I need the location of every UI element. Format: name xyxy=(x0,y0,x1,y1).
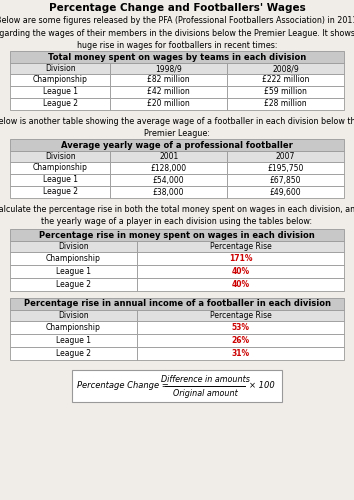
Bar xyxy=(10,321,137,334)
Bar xyxy=(10,74,110,86)
Text: £42 million: £42 million xyxy=(147,88,190,96)
Text: League 1: League 1 xyxy=(42,88,78,96)
Text: Championship: Championship xyxy=(46,254,101,263)
Bar xyxy=(10,241,137,252)
Bar xyxy=(10,278,137,291)
Text: Percentage rise in annual income of a footballer in each division: Percentage rise in annual income of a fo… xyxy=(23,300,331,308)
Text: Total money spent on wages by teams in each division: Total money spent on wages by teams in e… xyxy=(48,52,306,62)
Text: £67,850: £67,850 xyxy=(270,176,301,184)
Text: Championship: Championship xyxy=(46,323,101,332)
Bar xyxy=(110,186,227,198)
Bar xyxy=(10,252,137,265)
Bar xyxy=(110,86,227,98)
Bar xyxy=(10,86,110,98)
Bar xyxy=(110,174,227,186)
Text: 2001: 2001 xyxy=(159,152,178,161)
Text: 40%: 40% xyxy=(232,280,250,289)
Text: League 2: League 2 xyxy=(56,349,91,358)
Bar xyxy=(227,74,344,86)
Bar xyxy=(137,321,344,334)
Text: Below are some figures released by the PFA (Professional Footballers Association: Below are some figures released by the P… xyxy=(0,16,354,50)
Bar xyxy=(227,174,344,186)
Text: League 1: League 1 xyxy=(42,176,78,184)
Bar xyxy=(137,252,344,265)
Bar xyxy=(10,186,110,198)
Text: £49,600: £49,600 xyxy=(270,188,301,196)
Text: £20 million: £20 million xyxy=(147,100,190,108)
Text: Division: Division xyxy=(45,64,75,73)
Bar xyxy=(10,151,110,162)
Bar xyxy=(10,298,344,310)
Bar xyxy=(110,151,227,162)
Text: £82 million: £82 million xyxy=(147,76,190,84)
Text: £222 million: £222 million xyxy=(262,76,309,84)
Text: Percentage Change =: Percentage Change = xyxy=(77,382,171,390)
Bar xyxy=(72,370,282,402)
Bar xyxy=(10,174,110,186)
Text: Below is another table showing the average wage of a footballer in each division: Below is another table showing the avera… xyxy=(0,117,354,138)
Bar xyxy=(227,162,344,174)
Text: 171%: 171% xyxy=(229,254,252,263)
Text: League 1: League 1 xyxy=(56,267,91,276)
Text: £59 million: £59 million xyxy=(264,88,307,96)
Bar xyxy=(137,334,344,347)
Text: League 2: League 2 xyxy=(56,280,91,289)
Text: Championship: Championship xyxy=(33,164,87,172)
Bar xyxy=(10,98,110,110)
Text: 31%: 31% xyxy=(232,349,250,358)
Text: Percentage Rise: Percentage Rise xyxy=(210,242,271,251)
Text: £28 million: £28 million xyxy=(264,100,307,108)
Text: 2007: 2007 xyxy=(276,152,295,161)
Text: 2008/9: 2008/9 xyxy=(272,64,299,73)
Text: × 100: × 100 xyxy=(249,382,275,390)
Text: £128,000: £128,000 xyxy=(150,164,187,172)
Bar xyxy=(10,139,344,151)
Bar xyxy=(10,347,137,360)
Text: £54,000: £54,000 xyxy=(153,176,184,184)
Bar xyxy=(110,162,227,174)
Text: Division: Division xyxy=(45,152,75,161)
Bar xyxy=(227,63,344,74)
Text: Percentage Change and Footballers' Wages: Percentage Change and Footballers' Wages xyxy=(48,3,306,13)
Bar xyxy=(137,310,344,321)
Text: League 2: League 2 xyxy=(42,100,78,108)
Text: League 1: League 1 xyxy=(56,336,91,345)
Text: Percentage Rise: Percentage Rise xyxy=(210,311,271,320)
Bar xyxy=(137,347,344,360)
Bar xyxy=(227,151,344,162)
Bar xyxy=(110,74,227,86)
Bar xyxy=(10,310,137,321)
Text: Division: Division xyxy=(58,311,89,320)
Text: Original amount: Original amount xyxy=(173,388,238,398)
Text: 53%: 53% xyxy=(232,323,250,332)
Text: £38,000: £38,000 xyxy=(153,188,184,196)
Bar xyxy=(110,63,227,74)
Text: Difference in amounts: Difference in amounts xyxy=(161,374,250,384)
Bar xyxy=(10,51,344,63)
Bar xyxy=(10,63,110,74)
Text: 1998/9: 1998/9 xyxy=(155,64,182,73)
Text: £195,750: £195,750 xyxy=(267,164,304,172)
Text: League 2: League 2 xyxy=(42,188,78,196)
Bar xyxy=(10,229,344,241)
Text: Championship: Championship xyxy=(33,76,87,84)
Bar xyxy=(10,334,137,347)
Text: 40%: 40% xyxy=(232,267,250,276)
Text: Average yearly wage of a professional footballer: Average yearly wage of a professional fo… xyxy=(61,140,293,149)
Text: Percentage rise in money spent on wages in each division: Percentage rise in money spent on wages … xyxy=(39,230,315,239)
Bar xyxy=(227,98,344,110)
Text: 26%: 26% xyxy=(232,336,250,345)
Bar xyxy=(227,186,344,198)
Text: Division: Division xyxy=(58,242,89,251)
Bar xyxy=(137,265,344,278)
Bar xyxy=(137,278,344,291)
Bar xyxy=(10,162,110,174)
Bar xyxy=(137,241,344,252)
Bar xyxy=(227,86,344,98)
Bar xyxy=(110,98,227,110)
Text: Calculate the percentage rise in both the total money spent on wages in each div: Calculate the percentage rise in both th… xyxy=(0,205,354,227)
Bar xyxy=(10,265,137,278)
